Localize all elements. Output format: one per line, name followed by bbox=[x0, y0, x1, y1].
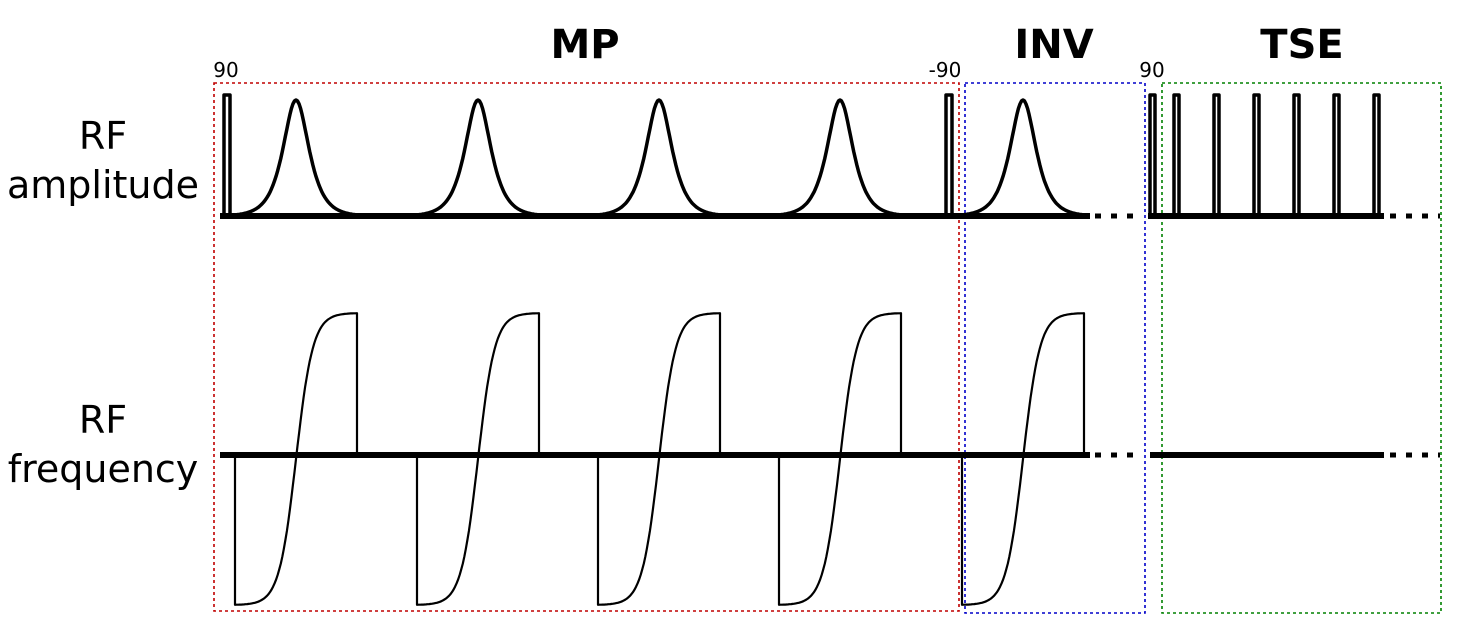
tse-refocusing-pulse bbox=[1292, 93, 1301, 216]
adiabatic-amplitude-pulses bbox=[234, 98, 1085, 217]
tse-refocusing-pulse bbox=[1172, 93, 1181, 216]
mp-section-box bbox=[213, 82, 960, 612]
adiabatic-frequency-sweeps bbox=[233, 312, 1086, 606]
tse-refocusing-pulse bbox=[1372, 93, 1381, 216]
adiabatic-frequency-sweep bbox=[960, 312, 1086, 606]
mp-start-flip-label: 90 bbox=[213, 58, 238, 82]
adiabatic-amplitude-pulse bbox=[778, 98, 902, 217]
mp-end-hard-pulse bbox=[944, 93, 954, 216]
adiabatic-amplitude-pulse bbox=[416, 98, 540, 217]
frequency-label-line2: frequency bbox=[8, 447, 199, 491]
tse-start-flip-label: 90 bbox=[1139, 58, 1164, 82]
adiabatic-amplitude-pulse bbox=[961, 98, 1085, 217]
amplitude-label-line2: amplitude bbox=[7, 163, 199, 207]
adiabatic-frequency-sweep bbox=[415, 312, 541, 606]
mp-start-hard-pulse bbox=[222, 93, 232, 216]
tse-refocusing-pulses bbox=[1172, 93, 1381, 216]
adiabatic-frequency-sweep bbox=[233, 312, 359, 606]
adiabatic-amplitude-pulse bbox=[597, 98, 721, 217]
inv-section-title: INV bbox=[1014, 22, 1093, 68]
adiabatic-amplitude-pulse bbox=[234, 98, 358, 217]
amplitude-label-line1: RF bbox=[79, 114, 127, 158]
mp-end-flip-label: -90 bbox=[929, 58, 962, 82]
tse-excitation-pulse bbox=[1148, 93, 1157, 216]
adiabatic-frequency-sweep bbox=[596, 312, 722, 606]
tse-section-title: TSE bbox=[1260, 22, 1343, 68]
tse-section-box bbox=[1161, 82, 1442, 614]
adiabatic-frequency-sweep bbox=[777, 312, 903, 606]
tse-refocusing-pulse bbox=[1252, 93, 1261, 216]
frequency-label-line1: RF bbox=[79, 398, 127, 442]
tse-refocusing-pulse bbox=[1332, 93, 1341, 216]
inv-section-box bbox=[964, 82, 1146, 614]
tse-refocusing-pulse bbox=[1212, 93, 1221, 216]
mp-section-title: MP bbox=[550, 22, 619, 68]
